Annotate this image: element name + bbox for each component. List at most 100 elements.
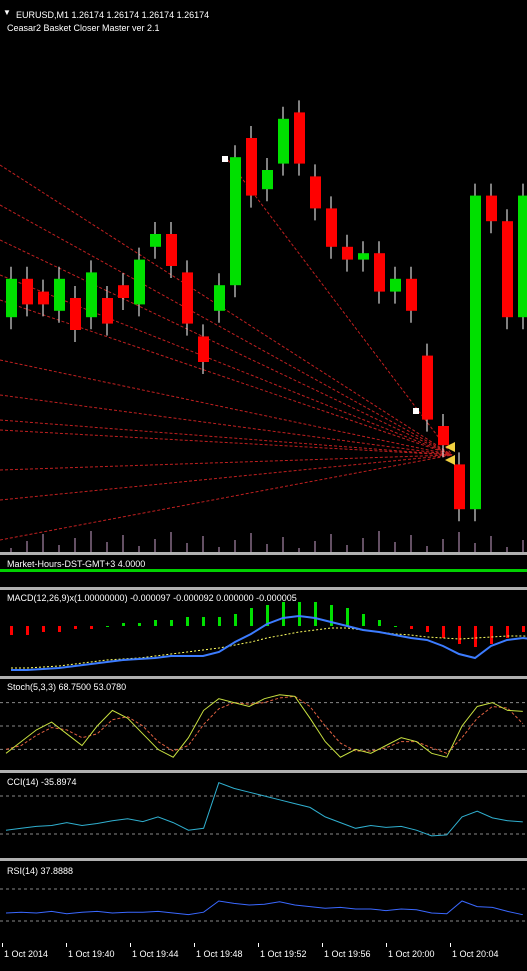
candle	[518, 195, 527, 318]
macd-histogram-bar	[90, 626, 93, 629]
market-hours-pane[interactable]: Market-Hours-DST-GMT+3 4.0000	[0, 555, 527, 587]
rsi-chart	[0, 888, 527, 922]
macd-histogram-bar	[170, 620, 173, 626]
time-axis-label: 1 Oct 19:40	[68, 949, 115, 959]
time-axis-tick	[2, 943, 3, 947]
macd-histogram-bar	[266, 605, 269, 626]
macd-label: MACD(12,26,9)x(1.00000000) -0.000097 -0.…	[7, 593, 297, 603]
time-axis: 1 Oct 2014 1 Oct 19:40 1 Oct 19:44 1 Oct 19…	[0, 943, 527, 971]
macd-histogram-bar	[314, 602, 317, 626]
macd-histogram-bar	[458, 626, 461, 644]
pane-separator[interactable]	[0, 552, 527, 555]
candle	[406, 278, 417, 311]
macd-histogram-bar	[154, 620, 157, 626]
stoch-label: Stoch(5,3,3) 68.7500 53.0780	[7, 682, 127, 692]
signal-marker	[222, 156, 228, 162]
candle	[470, 195, 481, 510]
candle	[22, 278, 33, 305]
rsi-pane[interactable]: RSI(14) 37.8888	[0, 861, 527, 943]
macd-histogram-bar	[522, 626, 525, 632]
macd-histogram-bar	[490, 626, 493, 644]
trend-line	[0, 429, 453, 456]
trend-line	[227, 159, 453, 456]
time-axis-tick	[130, 943, 131, 947]
macd-chart	[10, 602, 527, 671]
chart-title: EURUSD,M1 1.26174 1.26174 1.26174 1.2617…	[16, 10, 210, 20]
macd-histogram-bar	[394, 626, 397, 627]
candle	[54, 278, 65, 311]
macd-histogram-bar	[74, 626, 77, 629]
candle	[486, 195, 497, 222]
trend-line	[0, 164, 453, 456]
candle	[166, 234, 177, 266]
trend-line	[0, 454, 453, 501]
candle	[374, 253, 385, 292]
candle	[422, 355, 433, 420]
candle	[438, 426, 449, 446]
cci-chart	[0, 782, 527, 837]
candle	[150, 234, 161, 247]
time-axis-tick	[194, 943, 195, 947]
trend-line	[0, 204, 453, 456]
price-chart-pane[interactable]: ▼ EURUSD,M1 1.26174 1.26174 1.26174 1.26…	[0, 0, 527, 552]
stoch-pane[interactable]: Stoch(5,3,3) 68.7500 53.0780	[0, 679, 527, 770]
candle	[230, 157, 241, 286]
time-axis-label: 1 Oct 19:52	[260, 949, 307, 959]
candle	[390, 278, 401, 292]
macd-histogram-bar	[282, 602, 285, 626]
macd-histogram-bar	[186, 617, 189, 626]
time-axis-label: 1 Oct 19:56	[324, 949, 371, 959]
macd-histogram-bar	[330, 605, 333, 626]
cci-line	[5, 782, 523, 837]
pane-separator[interactable]	[0, 587, 527, 590]
macd-histogram-bar	[362, 614, 365, 626]
stoch-signal-line	[5, 695, 524, 754]
candle	[38, 291, 49, 305]
candle	[118, 285, 129, 298]
macd-histogram-bar	[506, 626, 509, 638]
macd-signal-line	[11, 627, 527, 669]
time-axis-label: 1 Oct 2014	[4, 949, 49, 959]
macd-histogram-bar	[474, 626, 477, 647]
trend-line	[0, 454, 453, 471]
price-chart[interactable]	[0, 0, 527, 552]
macd-pane[interactable]: MACD(12,26,9)x(1.00000000) -0.000097 -0.…	[0, 590, 527, 676]
arrow-marker	[445, 442, 455, 452]
candle	[102, 298, 113, 324]
candle	[86, 272, 97, 318]
cci-pane[interactable]: CCI(14) -35.8974	[0, 773, 527, 858]
ea-name: Ceasar2 Basket Closer Master ver 2.1	[7, 23, 160, 33]
time-axis-tick	[386, 943, 387, 947]
macd-histogram-bar	[442, 626, 445, 638]
candle	[182, 272, 193, 324]
candle	[310, 176, 321, 209]
trend-line	[0, 239, 453, 456]
macd-histogram-bar	[10, 626, 13, 635]
macd-histogram-bar	[234, 614, 237, 626]
trend-line	[0, 299, 453, 456]
market-hours-line	[0, 569, 527, 572]
chart-menu-icon[interactable]: ▼	[3, 8, 11, 17]
time-axis-tick	[66, 943, 67, 947]
pane-separator[interactable]	[0, 676, 527, 679]
pane-separator[interactable]	[0, 858, 527, 861]
candle	[358, 253, 369, 260]
candle	[214, 285, 225, 311]
macd-histogram-bar	[138, 623, 141, 626]
arrow-marker	[445, 455, 455, 465]
macd-histogram-bar	[410, 626, 413, 629]
macd-histogram-bar	[58, 626, 61, 632]
rsi-label: RSI(14) 37.8888	[7, 866, 74, 876]
time-axis-label: 1 Oct 19:44	[132, 949, 179, 959]
macd-histogram-bar	[122, 623, 125, 626]
candle	[278, 118, 289, 164]
trend-line	[0, 394, 453, 456]
macd-histogram-bar	[42, 626, 45, 632]
macd-histogram-bar	[26, 626, 29, 635]
candle	[294, 112, 305, 164]
time-axis-tick	[450, 943, 451, 947]
candle	[134, 259, 145, 305]
macd-main-line	[11, 614, 527, 671]
macd-histogram-bar	[346, 608, 349, 626]
pane-separator[interactable]	[0, 770, 527, 773]
